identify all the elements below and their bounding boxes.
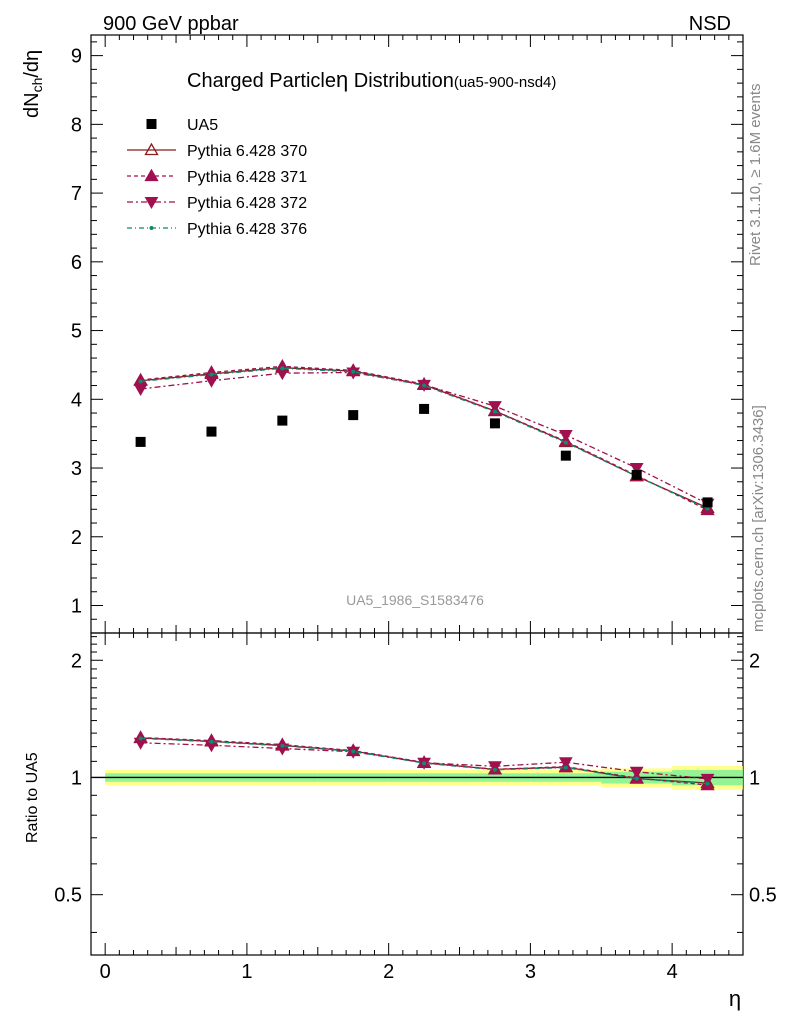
legend-label-ua5: UA5 [187,117,218,134]
data-point [206,426,217,437]
legend-marker [144,197,159,210]
y-tick-label: 3 [71,458,82,480]
ratio-series-point [138,736,143,741]
x-tick-label: 0 [100,961,111,983]
data-point [489,418,500,429]
series-point [629,463,644,476]
x-tick-label: 3 [525,961,536,983]
ratio-series-point [700,773,715,786]
series-point [558,430,573,443]
ratio-series-point [629,766,644,779]
data-point [560,450,571,461]
y-axis-label: dNch/dη [21,50,45,118]
data-point [631,469,642,480]
ratio-y-tick-label-right: 0.5 [749,885,777,907]
ratio-series-point [351,749,356,754]
y-tick-label: 7 [71,183,82,205]
ratio-series-point [705,781,710,786]
x-tick-label: 2 [383,961,394,983]
chart-title-text: Charged Particle [187,70,336,92]
ratio-series-point [492,767,497,772]
x-axis-label: η [729,986,741,1011]
ratio-y-axis-label: Ratio to UA5 [24,752,41,843]
y-tick-label: 4 [71,389,82,411]
y-tick-label: 1 [71,596,82,618]
series-line [140,365,708,511]
ratio-series-point [563,765,568,770]
main-plot-panel: 1 2 3 4 5 6 7 8 9 [71,34,744,634]
series-point [422,383,427,388]
ratio-series-point [488,761,502,774]
series-point [705,506,710,511]
rivet-version-label: Rivet 3.1.10, ≥ 1.6M events [747,84,764,267]
x-tick-label: 4 [667,961,678,983]
ratio-y-tick-label-right: 1 [749,767,760,789]
ratio-plot-panel: 0 1 2 3 4 0.5 0.5 1 1 2 2 [54,632,777,983]
data-point [419,403,430,414]
series-point [351,369,356,374]
ratio-y-tick-label: 0.5 [54,885,82,907]
mcplots-reference-label: mcplots.cern.ch [arXiv:1306.3436] [750,405,767,632]
y-axis-label-main: dN [21,92,43,118]
series-point [280,366,285,371]
chart-title-suffix: (ua5-900-nsd4) [454,74,557,91]
ratio-y-tick-label: 2 [71,650,82,672]
ratio-y-tick-label: 1 [71,767,82,789]
data-point [348,410,359,421]
legend-marker-ua5 [146,119,157,129]
ratio-y-tick-label-right: 2 [749,650,760,672]
y-tick-label: 5 [71,321,82,343]
header-right-label: NSD [689,13,731,35]
ratio-series-point [209,739,214,744]
legend-marker [144,168,159,182]
ratio-series-line [140,736,708,786]
legend-marker [144,142,159,156]
ratio-series-point [558,757,573,770]
data-point [277,415,288,426]
ratio-frame [90,632,744,956]
chart-title: Charged Particleη Distribution(ua5-900-n… [187,67,556,92]
ratio-series-point [422,761,427,766]
chart-title-symbol: η [336,67,348,92]
y-axis-label-sub: ch [29,78,45,93]
y-tick-label: 8 [71,114,82,136]
y-axis-label-tail: /dη [21,50,43,78]
data-point [135,436,146,447]
series-point [138,379,143,384]
series-point [133,383,148,396]
x-tick-label: 1 [241,961,252,983]
series-line [140,371,708,505]
chart-title-rest: Distribution [348,70,454,92]
y-tick-label: 6 [71,252,82,274]
series-point [204,375,219,388]
series-point [488,401,502,414]
ratio-series-point [280,743,285,748]
legend-label: Pythia 6.428 372 [187,195,307,212]
legend-label: Pythia 6.428 376 [187,221,307,238]
series-point [209,372,214,377]
legend-marker [149,226,154,230]
legend-label: Pythia 6.428 371 [187,169,307,186]
legend-label: Pythia 6.428 370 [187,143,307,160]
series-point [563,440,568,445]
analysis-watermark: UA5_1986_S1583476 [346,592,484,608]
header-left-label: 900 GeV ppbar [103,13,239,35]
y-tick-label: 9 [71,46,82,68]
series-point [492,409,497,414]
y-tick-label: 2 [71,527,82,549]
ratio-series-point [634,776,639,781]
legend: UA5 Pythia 6.428 370 Pythia 6.428 371 Pythi… [127,117,307,238]
data-point [702,497,713,508]
